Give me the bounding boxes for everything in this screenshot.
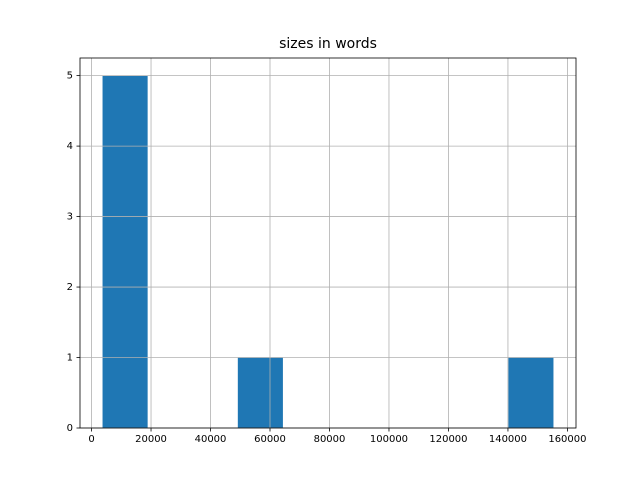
x-tick-label: 160000 [548, 434, 586, 445]
x-tick-label: 60000 [254, 434, 286, 445]
y-tick-label: 1 [67, 353, 73, 364]
y-tick-label: 0 [67, 423, 73, 434]
x-tick-label: 140000 [489, 434, 527, 445]
bar [508, 357, 554, 428]
x-tick-label: 20000 [135, 434, 167, 445]
y-tick-label: 4 [67, 141, 73, 152]
bar [237, 357, 283, 428]
plot-frame [79, 57, 577, 429]
y-tick-label: 2 [67, 282, 73, 293]
y-tick-label: 3 [67, 212, 73, 223]
x-tick-label: 80000 [314, 434, 346, 445]
x-tick-label: 0 [88, 434, 94, 445]
y-tick-label: 5 [67, 71, 73, 82]
x-tick-label: 120000 [429, 434, 467, 445]
chart-title: sizes in words [279, 36, 377, 52]
bar [102, 75, 148, 428]
x-tick-label: 100000 [370, 434, 408, 445]
x-tick-label: 40000 [195, 434, 227, 445]
